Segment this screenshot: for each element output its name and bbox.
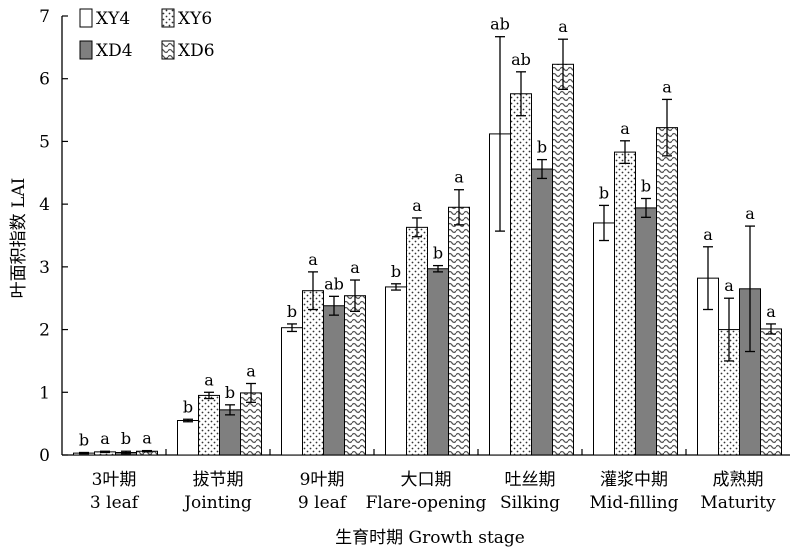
- significance-label: a: [308, 250, 318, 269]
- bar-xy6: [510, 93, 532, 456]
- x-tick-label-cn: 9叶期: [300, 470, 345, 490]
- significance-label: a: [662, 77, 672, 96]
- significance-label: b: [225, 383, 235, 402]
- significance-label: a: [142, 429, 152, 448]
- y-tick-label: 1: [39, 383, 50, 403]
- significance-label: a: [350, 258, 360, 277]
- x-tick-label-cn: 大口期: [401, 470, 452, 490]
- significance-label: b: [79, 430, 89, 449]
- bar-xy6: [302, 290, 324, 456]
- x-tick-label-cn: 吐丝期: [505, 470, 556, 490]
- bar-xd6: [448, 206, 470, 456]
- bar-xd4: [427, 268, 449, 456]
- significance-label: b: [183, 397, 193, 416]
- significance-label: b: [599, 183, 609, 202]
- significance-label: a: [100, 429, 110, 448]
- y-tick-label: 7: [39, 7, 50, 27]
- x-tick-label-cn: 成熟期: [713, 469, 764, 490]
- significance-label: a: [766, 302, 776, 321]
- bar-xd4: [219, 409, 241, 456]
- significance-label: a: [724, 276, 734, 295]
- significance-label: a: [620, 119, 630, 138]
- significance-label: a: [204, 370, 214, 389]
- bar-xd6: [552, 63, 574, 456]
- x-tick-label-en: 9 leaf: [298, 493, 348, 513]
- bar-xy4: [385, 286, 407, 456]
- legend-swatch-xy4: [79, 8, 93, 28]
- y-tick-label: 6: [39, 70, 50, 90]
- significance-label: a: [246, 362, 256, 381]
- y-tick-label: 3: [39, 258, 50, 278]
- significance-label: b: [287, 302, 297, 321]
- y-axis-title: 叶面积指数 LAI: [9, 178, 29, 299]
- bar-xd4: [323, 305, 345, 456]
- significance-label: a: [412, 196, 422, 215]
- x-tick-label-en: Jointing: [182, 493, 252, 513]
- legend-label-xd4: XD4: [96, 41, 133, 61]
- x-tick-label-cn: 拔节期: [193, 470, 244, 490]
- x-axis-title: 生育时期 Growth stage: [335, 528, 525, 548]
- significance-label: b: [433, 244, 443, 263]
- legend-label-xy6: XY6: [178, 9, 212, 29]
- significance-label: a: [558, 17, 568, 36]
- y-tick-label: 0: [39, 446, 50, 466]
- x-tick-label-en: Maturity: [700, 493, 776, 513]
- legend-swatch-xd4: [79, 40, 93, 60]
- y-tick-label: 4: [39, 195, 50, 215]
- legend-swatch-xy6: [161, 8, 175, 28]
- significance-label: b: [537, 138, 547, 157]
- bar-xd6: [344, 295, 366, 456]
- bar-xy6: [198, 394, 220, 456]
- significance-label: a: [745, 204, 755, 223]
- x-tick-label-cn: 3叶期: [92, 470, 137, 490]
- significance-label: b: [391, 262, 401, 281]
- bar-xy4: [593, 222, 615, 456]
- x-tick-label-cn: 灌浆中期: [600, 470, 668, 490]
- legend-label-xd6: XD6: [178, 41, 215, 61]
- significance-label: b: [121, 429, 131, 448]
- x-tick-label-en: 3 leaf: [90, 493, 140, 513]
- significance-label: ab: [324, 274, 344, 293]
- x-tick-label-en: Silking: [500, 493, 560, 513]
- x-tick-label-en: Mid-filling: [590, 493, 679, 513]
- significance-label: a: [703, 225, 713, 244]
- bar-xd4: [531, 168, 553, 456]
- legend-label-xy4: XY4: [96, 9, 130, 29]
- significance-label: ab: [511, 50, 531, 69]
- bar-xy4: [281, 327, 303, 456]
- axes: 0 1 2 3 4 5 6 7 3叶期 3 leaf 拔节期 Jointing 9叶期 9 leaf 大口期…: [39, 7, 790, 513]
- bar-xd4: [635, 207, 657, 456]
- bar-xd6: [656, 127, 678, 456]
- significance-label: b: [641, 176, 651, 195]
- y-tick-label: 5: [39, 132, 50, 152]
- legend: XY4 XY6 XD4 XD6: [79, 8, 215, 61]
- y-tick-label: 2: [39, 321, 50, 341]
- legend-swatch-xd6: [161, 40, 175, 60]
- bar-xy6: [406, 226, 428, 456]
- significance-label: ab: [490, 15, 510, 34]
- bar-xd6: [760, 328, 782, 456]
- bar-xy4: [177, 420, 199, 456]
- bar-xy6: [614, 151, 636, 456]
- x-tick-label-en: Flare-opening: [366, 493, 487, 513]
- significance-label: a: [454, 168, 464, 187]
